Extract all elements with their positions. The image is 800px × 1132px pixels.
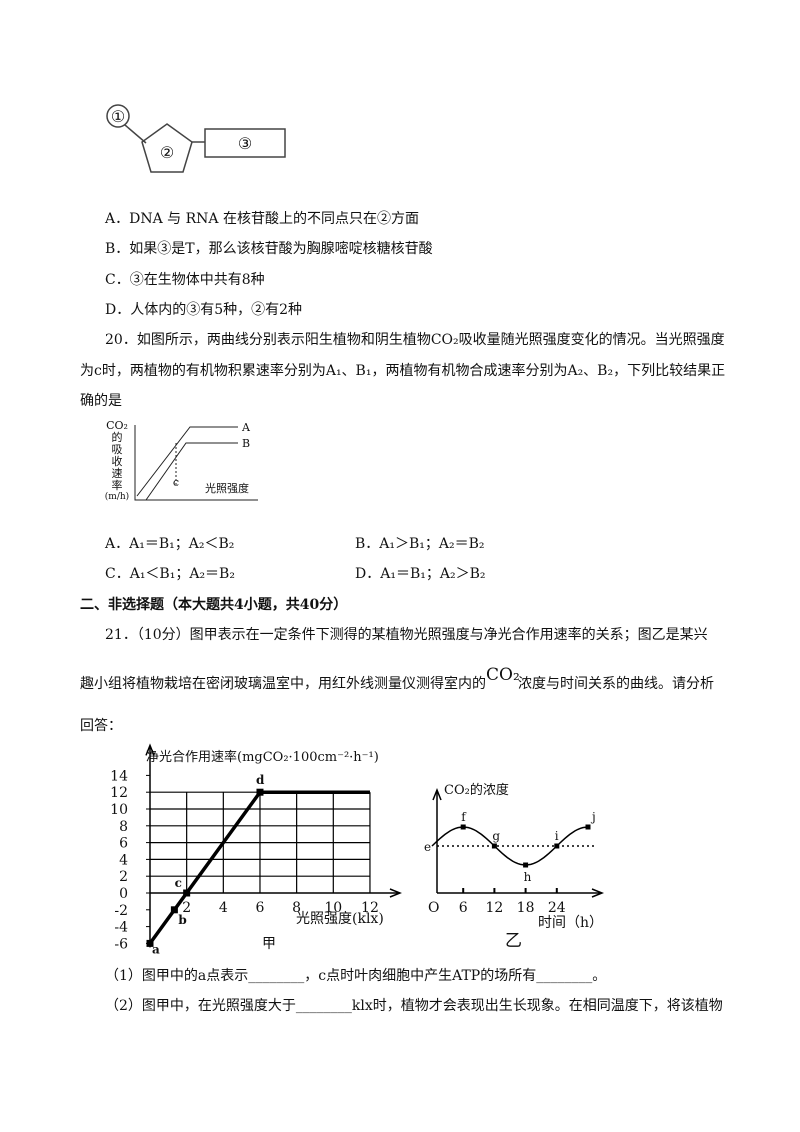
question-text: 21．（10分）图甲表示在一定条件下测得的某植物光照强度与净光合作用速率的关系；…	[105, 626, 708, 643]
c-label: c	[173, 476, 179, 489]
sub-question: （2）图甲中，在光照强度大于________klx时，植物才会表现出生长现象。在…	[105, 998, 723, 1014]
point	[170, 906, 178, 914]
point	[256, 788, 264, 796]
section-title: 二、非选择题（本大题共4小题，共40分）	[80, 596, 347, 613]
point	[183, 889, 191, 897]
question-text: 为c时，两植物的有机物积累速率分别为A₁、B₁，两植物有机物合成速率分别为A₂、…	[80, 362, 725, 379]
curve	[431, 826, 589, 866]
question-text: 回答：	[80, 717, 122, 734]
y-label: CO₂	[106, 419, 128, 432]
caption: 乙	[505, 931, 522, 951]
y-tick-label: 4	[119, 852, 128, 868]
point-label: f	[461, 810, 467, 824]
option: C．A₁＜B₁；A₂＝B₂	[105, 566, 235, 582]
sub-question: （1）图甲中的a点表示________，c点时叶肉细胞中产生ATP的场所有___…	[105, 968, 606, 984]
base-rect	[204, 128, 286, 158]
curve-a	[136, 426, 238, 497]
y-tick-label: -4	[114, 920, 128, 936]
x-label: 时间（h）	[538, 915, 603, 931]
option: C．③在生物体中共有8种	[105, 272, 265, 288]
point-label: a	[152, 942, 160, 956]
point-label: c	[175, 876, 182, 890]
point	[460, 824, 466, 830]
y-tick-label: 10	[110, 802, 128, 818]
question-text: 浓度与时间关系的曲线。请分析	[518, 676, 714, 692]
x-tick-label: 24	[548, 900, 566, 916]
option: B．A₁＞B₁；A₂＝B₂	[355, 536, 485, 552]
y-label: 收	[112, 454, 123, 468]
y-label: 率	[112, 478, 123, 492]
y-label: 的	[112, 430, 123, 444]
curve-b	[145, 442, 238, 501]
point-label: d	[256, 773, 265, 787]
label: ③	[238, 134, 252, 153]
x-tick-label: 6	[459, 900, 468, 916]
point-label: b	[178, 913, 186, 927]
y-label: CO₂的浓度	[444, 782, 509, 798]
x-tick-label: 10	[324, 900, 342, 916]
axes	[134, 425, 258, 501]
q20-figure	[134, 425, 258, 501]
point	[523, 862, 529, 868]
point-label: e	[424, 840, 431, 854]
label: ①	[111, 107, 125, 126]
y-tick-label: -2	[114, 903, 128, 919]
y-tick-label: 2	[119, 869, 128, 885]
y-label: (m/h)	[105, 491, 129, 502]
label: ②	[160, 143, 174, 162]
x-tick-label: 6	[256, 900, 265, 916]
y-tick-label: 12	[110, 785, 128, 801]
x-tick-label: 8	[292, 900, 301, 916]
option: A．DNA 与 RNA 在核苷酸上的不同点只在②方面	[104, 211, 419, 227]
point-label: g	[492, 829, 500, 843]
origin-label: O	[428, 900, 439, 916]
x-tick-label: 12	[485, 900, 503, 916]
y-label: 吸	[112, 443, 123, 456]
bond	[124, 124, 147, 144]
caption: 甲	[262, 936, 276, 952]
y-tick-label: 8	[119, 819, 128, 835]
y-tick-label: 6	[119, 836, 128, 852]
arrow	[145, 743, 155, 756]
x-tick-label: 18	[517, 900, 535, 916]
x-tick-label: 12	[361, 900, 379, 916]
option: D．A₁＝B₁；A₂＞B₂	[355, 566, 485, 582]
y-tick-label: 0	[119, 886, 128, 902]
phosphate-circle	[106, 104, 130, 128]
x-tick-label: 2	[182, 900, 191, 916]
point-label: h	[524, 870, 532, 884]
point	[491, 843, 497, 849]
point	[146, 939, 154, 947]
y-label: 净光合作用速率(mgCO₂·100cm⁻²·h⁻¹)	[146, 749, 379, 765]
y-label: 速	[112, 467, 123, 480]
x-tick-label: 4	[219, 900, 228, 916]
question-text: 确的是	[80, 393, 122, 409]
question-text: 20．如图所示，两曲线分别表示阳生植物和阴生植物CO₂吸收量随光照强度变化的情况…	[105, 332, 725, 348]
sugar-pentagon	[141, 123, 193, 173]
arrow	[432, 787, 442, 801]
y-tick-label: -6	[114, 936, 128, 952]
arrow	[389, 888, 402, 898]
option: A．A₁＝B₁；A₂＜B₂	[104, 536, 234, 552]
x-label: 光照强度(klx)	[296, 911, 384, 927]
arrow	[591, 888, 605, 898]
option: B．如果③是T，那么该核苷酸为胸腺嘧啶核糖核苷酸	[105, 240, 433, 257]
x-label: 光照强度	[205, 481, 249, 495]
curve-label: B	[242, 437, 250, 450]
point-label: j	[590, 810, 596, 824]
option: D．人体内的③有5种，②有2种	[105, 302, 302, 318]
question-text: 趣小组将植物栽培在密闭玻璃温室中，用红外线测量仪测得室内的	[80, 675, 486, 692]
point-label: i	[555, 829, 559, 843]
curve-label: A	[241, 421, 251, 434]
y-tick-label: 14	[110, 768, 128, 784]
point	[585, 824, 591, 830]
point	[554, 843, 560, 849]
nucleotide-figure	[106, 104, 286, 173]
question-text: CO₂	[486, 665, 520, 685]
